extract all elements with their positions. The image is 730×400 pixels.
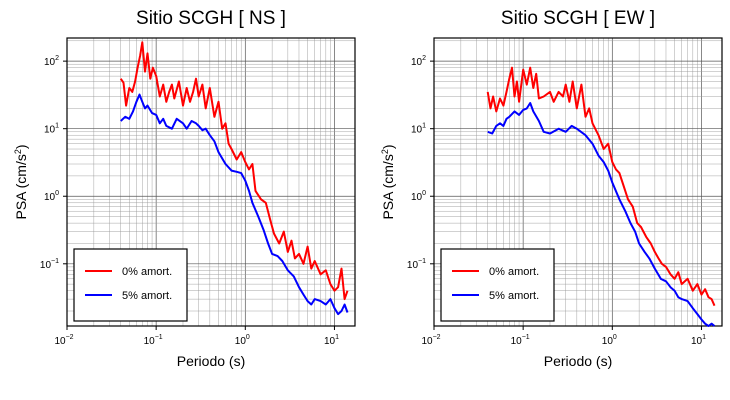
y-tick-base: 10 [411, 125, 423, 136]
legend: 0% amort. 5% amort. [73, 248, 188, 322]
x-tick-label: 100 [235, 334, 250, 347]
y-tick-label: 10−1 [407, 258, 426, 271]
x-tick-base: 10 [235, 336, 247, 347]
x-tick-exponent: 1 [702, 334, 706, 341]
y-tick-label: 102 [44, 55, 59, 68]
chart-title: Sitio SCGH [ NS ] [136, 8, 286, 29]
y-tick-base: 10 [44, 192, 56, 203]
y-tick-exponent: 0 [55, 190, 59, 197]
x-tick-exponent: −2 [66, 334, 74, 341]
series-line-amort-5 [487, 102, 716, 327]
y-tick-label: 101 [44, 123, 59, 136]
x-tick-label: 10−2 [54, 334, 73, 347]
grid [66, 38, 355, 326]
x-tick-label: 100 [602, 334, 617, 347]
series-line-amort-5 [120, 93, 349, 316]
y-axis-label-superscript: 2 [13, 149, 23, 154]
x-tick-exponent: −1 [155, 334, 163, 341]
x-axis-label: Periodo (s) [177, 353, 245, 369]
legend: 0% amort. 5% amort. [440, 248, 555, 322]
plot-frame [433, 37, 723, 327]
y-tick-exponent: −1 [418, 258, 426, 265]
x-tick-exponent: 0 [246, 334, 250, 341]
x-tick-exponent: 1 [335, 334, 339, 341]
x-tick-exponent: 0 [613, 334, 617, 341]
y-tick-label: 101 [411, 123, 426, 136]
x-tick-label: 10−1 [144, 334, 163, 347]
y-tick-base: 10 [44, 57, 56, 68]
legend-label: 0% amort. [489, 266, 539, 278]
y-axis-label-main: PSA (cm/s [13, 154, 29, 219]
plot-frame [66, 37, 356, 327]
y-tick-base: 10 [40, 260, 52, 271]
y-tick-exponent: −1 [51, 258, 59, 265]
y-tick-exponent: 2 [55, 55, 59, 62]
y-axis-label: PSA (cm/s2) [380, 144, 396, 219]
y-tick-exponent: 2 [422, 55, 426, 62]
y-tick-label: 10−1 [40, 258, 59, 271]
y-tick-base: 10 [44, 125, 56, 136]
y-axis-label-tail: ) [380, 144, 396, 149]
x-tick-exponent: −1 [522, 334, 530, 341]
series-line-amort-0 [486, 66, 716, 307]
x-tick-base: 10 [144, 336, 156, 347]
y-tick-exponent: 0 [422, 190, 426, 197]
y-tick-exponent: 1 [55, 123, 59, 130]
legend-box [73, 248, 188, 322]
y-tick-base: 10 [407, 260, 419, 271]
x-tick-base: 10 [324, 336, 336, 347]
legend-box [440, 248, 555, 322]
x-tick-base: 10 [691, 336, 703, 347]
x-tick-label: 101 [324, 334, 339, 347]
x-tick-base: 10 [421, 336, 433, 347]
y-tick-label: 100 [411, 190, 426, 203]
y-tick-base: 10 [411, 57, 423, 68]
y-axis-label-main: PSA (cm/s [380, 154, 396, 219]
x-tick-label: 10−1 [511, 334, 530, 347]
x-tick-label: 101 [691, 334, 706, 347]
y-axis-label-superscript: 2 [380, 149, 390, 154]
x-tick-base: 10 [602, 336, 614, 347]
x-tick-base: 10 [54, 336, 66, 347]
x-axis-label: Periodo (s) [544, 353, 612, 369]
y-tick-base: 10 [411, 192, 423, 203]
x-tick-label: 10−2 [421, 334, 440, 347]
legend-label: 5% amort. [489, 290, 539, 302]
y-axis-label: PSA (cm/s2) [13, 144, 29, 219]
y-tick-label: 102 [411, 55, 426, 68]
series-line-amort-0 [119, 41, 349, 301]
y-tick-exponent: 1 [422, 123, 426, 130]
legend-label: 5% amort. [122, 290, 172, 302]
chart-title: Sitio SCGH [ EW ] [501, 8, 655, 29]
x-tick-base: 10 [511, 336, 523, 347]
legend-label: 0% amort. [122, 266, 172, 278]
y-tick-label: 100 [44, 190, 59, 203]
x-tick-exponent: −2 [433, 334, 441, 341]
y-axis-label-tail: ) [13, 144, 29, 149]
